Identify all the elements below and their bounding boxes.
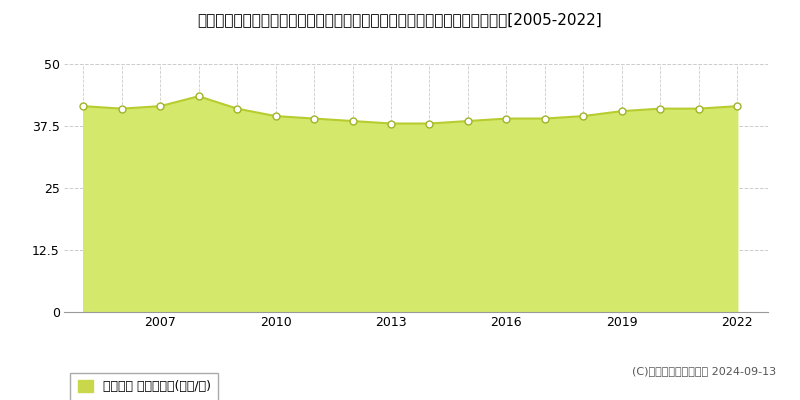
Legend: 地価公示 平均嵪単価(万円/嵪): 地価公示 平均嵪単価(万円/嵪) [70,373,218,400]
Text: 東京都西多摩郡瑞穂町大字笥根ケ崎字狭山２９５番４　地価公示　地価推移[2005-2022]: 東京都西多摩郡瑞穂町大字笥根ケ崎字狭山２９５番４ 地価公示 地価推移[2005-… [198,12,602,27]
Text: (C)土地価格ドットコム 2024-09-13: (C)土地価格ドットコム 2024-09-13 [632,366,776,376]
